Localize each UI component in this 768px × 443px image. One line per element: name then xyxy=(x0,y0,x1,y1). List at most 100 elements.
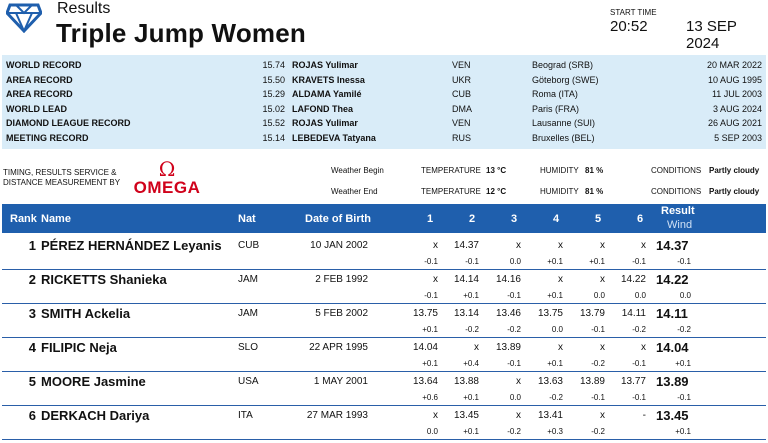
start-time: 20:52 xyxy=(610,18,648,35)
wind-2: +0.1 xyxy=(463,291,479,300)
result-cell: 13.45 xyxy=(656,408,689,423)
weather-begin-cond-value: Partly cloudy xyxy=(709,166,760,175)
wind-2: +0.1 xyxy=(463,427,479,436)
record-athlete: ROJAS Yulimar xyxy=(292,60,358,70)
attempt-5: x xyxy=(600,342,605,353)
weather-end-hum-value: 81 % xyxy=(585,187,604,196)
attempt-3: x xyxy=(516,376,521,387)
result-cell: 14.22 xyxy=(656,272,689,287)
attempt-4: x xyxy=(558,274,563,285)
dob-cell: 27 MAR 1993 xyxy=(306,410,368,421)
athlete-name: PÉREZ HERNÁNDEZ Leyanis xyxy=(41,238,222,253)
wind-2: +0.4 xyxy=(463,359,479,368)
record-nat: CUB xyxy=(452,89,472,99)
dob-cell: 22 APR 1995 xyxy=(309,342,368,353)
wind-4: +0.3 xyxy=(547,427,563,436)
dob-cell: 5 FEB 2002 xyxy=(315,308,368,319)
wind-4: +0.1 xyxy=(547,359,563,368)
wind-3: 0.0 xyxy=(509,257,521,266)
wind-6: -0.2 xyxy=(632,325,646,334)
record-row: WORLD RECORD 15.74 ROJAS Yulimar VEN Beograd… xyxy=(2,57,766,72)
athlete-name: RICKETTS Shanieka xyxy=(41,272,167,287)
record-athlete: LAFOND Thea xyxy=(292,103,354,114)
wind-6: 0.0 xyxy=(634,291,646,300)
attempt-6: x xyxy=(641,342,646,353)
start-time-label: START TIME xyxy=(610,8,657,17)
record-nat: RUS xyxy=(452,132,472,143)
attempt-6: 13.77 xyxy=(620,376,646,387)
record-name: DIAMOND LEAGUE RECORD xyxy=(6,118,131,128)
col-attempt-5: 5 xyxy=(595,213,602,225)
wind-6: -0.1 xyxy=(632,359,646,368)
event-date: 13 SEP 2024 xyxy=(686,18,737,52)
wind-5: -0.1 xyxy=(591,393,605,402)
record-venue: Roma (ITA) xyxy=(532,89,578,99)
wind-3: -0.1 xyxy=(507,291,521,300)
record-venue: Paris (FRA) xyxy=(532,103,579,114)
attempt-5: 13.89 xyxy=(579,376,605,387)
attempt-1: 13.64 xyxy=(412,376,438,387)
record-venue: Göteborg (SWE) xyxy=(532,74,599,85)
attempt-1: 14.04 xyxy=(412,342,438,353)
results-table-header: Rank Name Nat Date of Birth 1 2 3 4 5 6 … xyxy=(2,204,766,233)
attempt-1: 13.75 xyxy=(412,308,438,319)
omega-wordmark: OMEGA xyxy=(133,178,201,197)
wind-3: -0.2 xyxy=(507,325,521,334)
weather-end-label: Weather End xyxy=(331,187,378,196)
attempt-1: x xyxy=(433,274,438,285)
rank-cell: 1 xyxy=(28,238,36,253)
attempt-3: x xyxy=(516,410,521,421)
col-attempt-1: 1 xyxy=(427,213,434,225)
rank-cell: 5 xyxy=(28,374,36,389)
wind-3: 0.0 xyxy=(509,393,521,402)
nat-cell: JAM xyxy=(238,274,258,285)
wind-5: -0.2 xyxy=(591,359,605,368)
record-name: WORLD RECORD xyxy=(6,60,82,70)
col-wind: Wind xyxy=(667,219,693,231)
dob-cell: 1 MAY 2001 xyxy=(313,376,368,387)
wind-4: +0.1 xyxy=(547,257,563,266)
wind-3: -0.2 xyxy=(507,427,521,436)
attempt-2: 13.88 xyxy=(453,376,479,387)
weather-begin-temp: 13 °C xyxy=(486,166,506,175)
wind-1: -0.1 xyxy=(424,291,438,300)
wind-5: 0.0 xyxy=(593,291,605,300)
result-cell: 14.11 xyxy=(656,306,688,321)
record-athlete: ALDAMA Yamilé xyxy=(292,89,362,99)
weather-end-cond-value: Partly cloudy xyxy=(709,187,760,196)
result-cell: 13.89 xyxy=(656,374,689,389)
result-cell: 14.04 xyxy=(656,340,689,355)
weather-end-temp-value: 12 °C xyxy=(486,187,507,196)
weather-begin-cond-label: CONDITIONS xyxy=(651,166,702,175)
attempt-2: 14.14 xyxy=(453,274,479,285)
wind-4: -0.2 xyxy=(549,393,563,402)
rank-cell: 3 xyxy=(28,306,36,321)
record-nat: VEN xyxy=(452,60,471,70)
nat-cell: CUB xyxy=(238,240,260,251)
table-row: 5 MOORE Jasmine USA 1 MAY 2001 13.64 13.88 x 13… xyxy=(2,371,766,406)
nat-cell: SLO xyxy=(238,342,259,353)
weather-begin-hum-label: HUMIDITY xyxy=(540,166,579,175)
record-venue: Beograd (SRB) xyxy=(532,60,594,70)
record-row: DIAMOND LEAGUE RECORD 15.52 ROJAS Yulimar V… xyxy=(2,115,766,130)
dob-cell: 10 JAN 2002 xyxy=(310,240,368,251)
attempt-1: x xyxy=(433,410,438,421)
wind-2: -0.2 xyxy=(465,325,479,334)
record-row: AREA RECORD 15.50 KRAVETS Inessa UKR Götebor… xyxy=(2,72,766,87)
rank-cell: 4 xyxy=(28,340,36,355)
record-mark: 15.74 xyxy=(262,60,285,70)
record-row: MEETING RECORD 15.14 LEBEDEVA Tatyana RUS Br… xyxy=(2,130,766,145)
rank-cell: 2 xyxy=(28,272,36,287)
athlete-name: MOORE Jasmine xyxy=(41,374,146,389)
omega-logo: Ω OMEGA xyxy=(130,159,204,198)
attempt-6: 14.22 xyxy=(620,274,646,285)
record-athlete: KRAVETS Inessa xyxy=(292,74,365,85)
weather-begin-hum: 81 % xyxy=(585,166,603,175)
record-row: WORLD LEAD 15.02 LAFOND Thea DMA Paris (FRA)… xyxy=(2,101,766,116)
record-date: 5 SEP 2003 xyxy=(714,132,762,143)
record-row: AREA RECORD 15.29 ALDAMA Yamilé CUB Roma (IT… xyxy=(2,86,766,101)
wind-6: -0.1 xyxy=(632,257,646,266)
nat-cell: ITA xyxy=(238,410,253,421)
timing-line-1: TIMING, RESULTS SERVICE & xyxy=(3,168,117,177)
wind-4: +0.1 xyxy=(547,291,563,300)
